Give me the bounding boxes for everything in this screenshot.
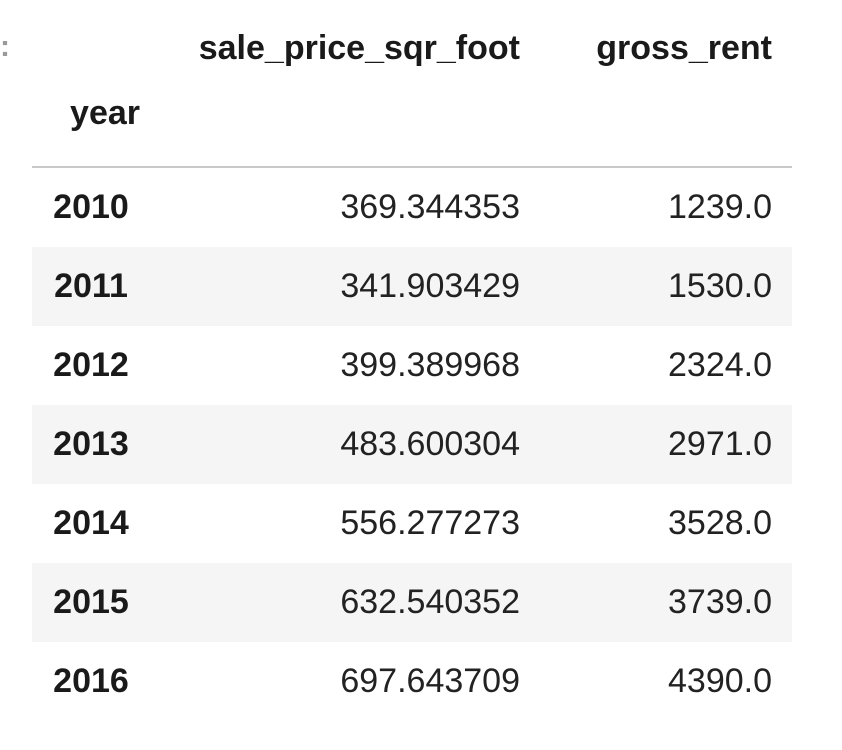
table-row: 2013 483.600304 2971.0 [32, 405, 792, 484]
cell-gross-rent: 2971.0 [668, 425, 772, 463]
table-row: 2014 556.277273 3528.0 [32, 484, 792, 563]
row-index-year: 2016 [53, 662, 129, 700]
row-index-year: 2013 [53, 425, 129, 463]
row-index-year: 2015 [53, 583, 129, 621]
index-name-header: year [70, 94, 140, 132]
table-row: 2016 697.643709 4390.0 [32, 642, 792, 721]
column-header-sale-price: sale_price_sqr_foot [198, 28, 520, 67]
dataframe-table: sale_price_sqr_foot gross_rent year 2010… [32, 0, 792, 721]
cell-gross-rent: 2324.0 [668, 346, 772, 384]
cell-gross-rent: 3528.0 [668, 504, 772, 542]
blank-header-cell [540, 94, 792, 167]
cell-sale-price: 556.277273 [340, 504, 520, 542]
cell-gross-rent: 1530.0 [668, 267, 772, 305]
index-name-row: year [32, 94, 792, 167]
cell-gross-rent: 4390.0 [668, 662, 772, 700]
row-index-year: 2011 [54, 267, 128, 305]
table-row: 2015 632.540352 3739.0 [32, 563, 792, 642]
column-header-gross-rent: gross_rent [596, 28, 772, 67]
cell-prompt-marker: : [0, 32, 8, 62]
cell-sale-price: 341.903429 [340, 267, 520, 305]
row-index-year: 2010 [53, 188, 129, 226]
row-index-year: 2012 [53, 346, 129, 384]
blank-header-cell [160, 94, 540, 167]
cell-sale-price: 399.389968 [340, 346, 520, 384]
table-row: 2010 369.344353 1239.0 [32, 167, 792, 247]
cell-sale-price: 697.643709 [340, 662, 520, 700]
cell-gross-rent: 1239.0 [668, 188, 772, 226]
cell-gross-rent: 3739.0 [668, 583, 772, 621]
blank-header-cell [32, 0, 160, 94]
row-index-year: 2014 [53, 504, 129, 542]
cell-sale-price: 632.540352 [340, 583, 520, 621]
cell-sale-price: 369.344353 [340, 188, 520, 226]
column-header-row: sale_price_sqr_foot gross_rent [32, 0, 792, 94]
cell-sale-price: 483.600304 [340, 425, 520, 463]
table-row: 2012 399.389968 2324.0 [32, 326, 792, 405]
table-row: 2011 341.903429 1530.0 [32, 247, 792, 326]
